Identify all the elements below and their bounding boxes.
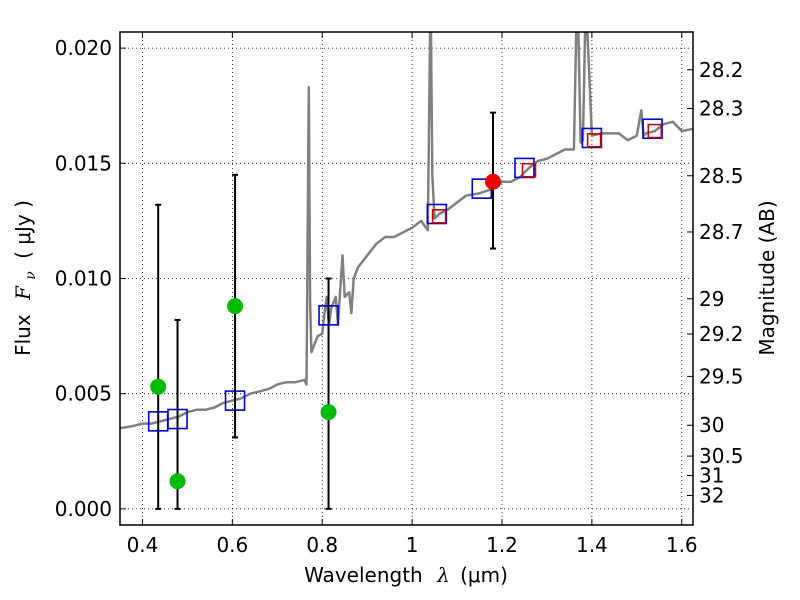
x-axis-title: Wavelength λ (μm) bbox=[304, 563, 508, 587]
model-average-square bbox=[647, 123, 663, 139]
y-tick-label: 0.010 bbox=[55, 267, 112, 291]
infrared-photometry-point bbox=[485, 173, 502, 190]
y-tick-label: 0.000 bbox=[55, 497, 112, 521]
optical-photometry-point bbox=[227, 298, 244, 315]
y-tick-label: 0.015 bbox=[55, 151, 112, 175]
y-axis-title: Flux F ν ( μJy ) bbox=[11, 200, 40, 356]
y-axis-symbol: F bbox=[11, 285, 35, 301]
y2-tick-label: 31 bbox=[699, 463, 724, 487]
data-markers bbox=[147, 118, 663, 490]
gridlines bbox=[120, 32, 693, 525]
x-tick-label: 1 bbox=[406, 533, 419, 557]
x-tick-label: 0.8 bbox=[306, 533, 338, 557]
axis-ticks: 0.4 0.6 0.8 1 1.2 1.4 1.6 0.000 0.005 0.010 0.015 0… bbox=[55, 32, 744, 557]
plot-area bbox=[120, 32, 693, 430]
y-axis-unit: ( μJy ) bbox=[11, 200, 35, 259]
synthetic-flux-square bbox=[514, 157, 535, 179]
x-tick-label: 0.4 bbox=[127, 533, 159, 557]
y2-tick-label: 28.5 bbox=[699, 164, 744, 188]
y2-tick-label: 29.2 bbox=[699, 322, 744, 346]
synthetic-flux-square bbox=[167, 408, 188, 430]
synthetic-flux-square bbox=[224, 390, 246, 411]
y-axis-subscript: ν bbox=[23, 271, 39, 280]
model-average-square bbox=[586, 132, 602, 148]
y2-tick-label: 29.5 bbox=[699, 364, 744, 388]
synthetic-flux-square bbox=[426, 203, 448, 225]
x-tick-label: 1.2 bbox=[486, 533, 518, 557]
y2-tick-label: 30.5 bbox=[699, 444, 744, 468]
y2-tick-label: 28.3 bbox=[699, 96, 744, 120]
y-tick-label: 0.005 bbox=[55, 382, 112, 406]
x-axis-label-text: Wavelength bbox=[304, 563, 423, 587]
x-tick-label: 1.4 bbox=[576, 533, 608, 557]
model-sed-line bbox=[120, 32, 693, 430]
y2-axis-title: Magnitude (AB) bbox=[755, 200, 779, 355]
model-average-square bbox=[521, 162, 537, 178]
optical-photometry-point bbox=[169, 473, 186, 490]
x-tick-label: 0.6 bbox=[216, 533, 248, 557]
optical-photometry-point bbox=[150, 378, 167, 395]
y2-tick-label: 29 bbox=[699, 287, 724, 311]
model-average-square bbox=[431, 208, 447, 224]
x-axis-symbol: λ bbox=[436, 563, 450, 587]
y2-tick-label: 32 bbox=[699, 484, 724, 508]
y2-tick-label: 30 bbox=[699, 413, 724, 437]
x-axis-unit: (μm) bbox=[460, 563, 508, 587]
optical-photometry-point bbox=[320, 404, 337, 421]
y-tick-label: 0.020 bbox=[55, 36, 112, 60]
x-tick-label: 1.6 bbox=[666, 533, 698, 557]
y-axis-label-text: Flux bbox=[11, 314, 35, 356]
y2-tick-label: 28.7 bbox=[699, 220, 744, 244]
y2-tick-label: 28.2 bbox=[699, 58, 744, 82]
plot-frame bbox=[119, 31, 694, 526]
synthetic-flux-square bbox=[318, 305, 339, 326]
